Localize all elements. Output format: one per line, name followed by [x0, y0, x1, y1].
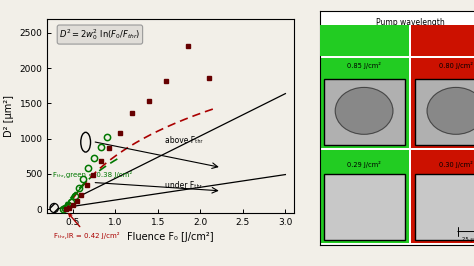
- FancyBboxPatch shape: [324, 174, 405, 240]
- Text: 0.30 J/cm²: 0.30 J/cm²: [439, 161, 473, 168]
- Text: 528 nm: 528 nm: [345, 36, 383, 45]
- Text: Pump wavelength: Pump wavelength: [375, 18, 445, 27]
- Text: Fₜₕᵣ,green = 0.38 J/cm²: Fₜₕᵣ,green = 0.38 J/cm²: [54, 171, 133, 205]
- Circle shape: [335, 88, 393, 134]
- Text: above Fₜₕᵣ: above Fₜₕᵣ: [164, 136, 202, 144]
- FancyBboxPatch shape: [415, 80, 474, 145]
- FancyBboxPatch shape: [411, 58, 474, 148]
- FancyBboxPatch shape: [320, 25, 409, 56]
- Text: 0.29 J/cm²: 0.29 J/cm²: [347, 161, 381, 168]
- Text: 25 μm: 25 μm: [462, 238, 474, 242]
- FancyBboxPatch shape: [411, 150, 474, 243]
- FancyBboxPatch shape: [320, 150, 409, 243]
- X-axis label: Fluence F₀ [J/cm²]: Fluence F₀ [J/cm²]: [128, 232, 214, 242]
- Text: 0.85 J/cm²: 0.85 J/cm²: [347, 62, 381, 69]
- FancyBboxPatch shape: [411, 25, 474, 56]
- Text: $D^2 = 2w_0^2\ \ln(F_0/F_{thr})$: $D^2 = 2w_0^2\ \ln(F_0/F_{thr})$: [59, 27, 141, 42]
- Circle shape: [427, 88, 474, 134]
- FancyBboxPatch shape: [415, 174, 474, 240]
- Y-axis label: D² [μm²]: D² [μm²]: [4, 95, 14, 137]
- Text: Fₜₕᵣ,IR = 0.42 J/cm²: Fₜₕᵣ,IR = 0.42 J/cm²: [54, 214, 120, 239]
- Text: 0.80 J/cm²: 0.80 J/cm²: [439, 62, 473, 69]
- FancyBboxPatch shape: [324, 80, 405, 145]
- Ellipse shape: [50, 203, 58, 213]
- Text: under Fₜₕᵣ: under Fₜₕᵣ: [164, 181, 201, 190]
- FancyBboxPatch shape: [320, 58, 409, 148]
- Text: 1056 nm: 1056 nm: [434, 36, 474, 45]
